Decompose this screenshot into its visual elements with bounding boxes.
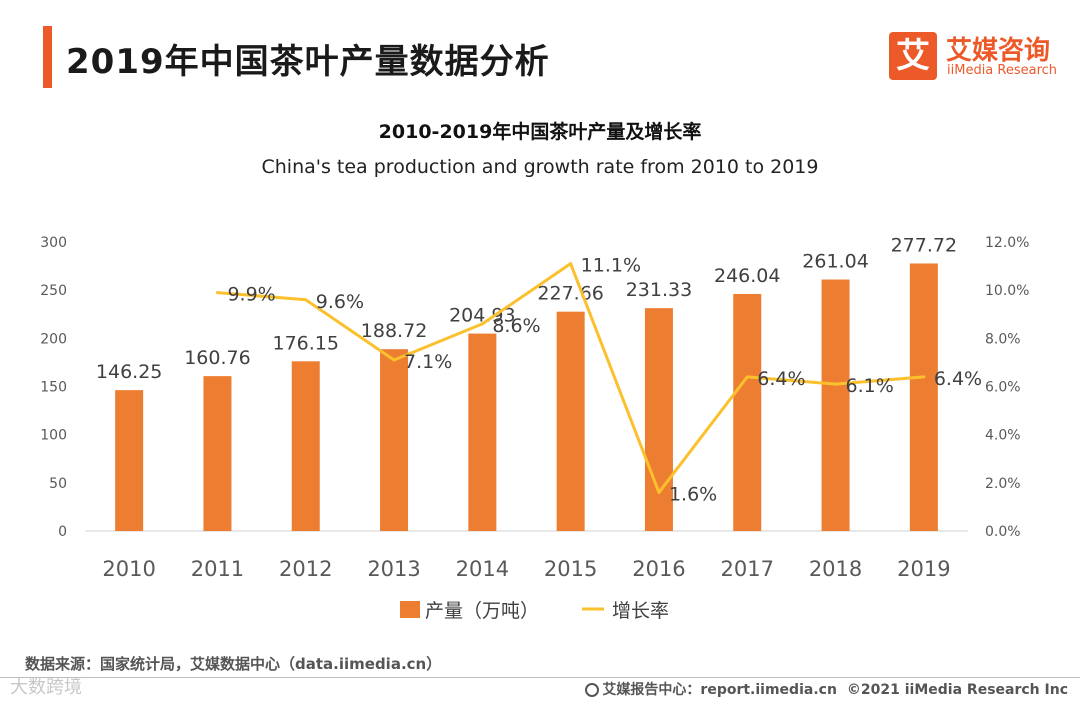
y-left-tick-label: 250 (40, 283, 67, 299)
line-point (745, 375, 749, 379)
y-right-tick-label: 8.0% (985, 331, 1021, 347)
line-data-label: 9.6% (316, 291, 364, 313)
y-left-tick-label: 100 (40, 428, 67, 444)
line-point (480, 322, 484, 326)
x-tick-label: 2010 (102, 557, 155, 581)
logo-text-en: iiMedia Research (947, 63, 1058, 78)
bar-data-label: 188.72 (361, 320, 427, 342)
x-tick-label: 2018 (809, 557, 862, 581)
data-source: 数据来源：国家统计局，艾媒数据中心（data.iimedia.cn） (25, 655, 442, 673)
line-data-label: 1.6% (669, 483, 717, 505)
bar (468, 333, 497, 531)
y-right-tick-label: 4.0% (985, 428, 1021, 444)
x-tick-label: 2015 (544, 557, 597, 581)
line-point (922, 375, 926, 379)
x-tick-label: 2011 (191, 557, 244, 581)
y-right-tick-label: 10.0% (985, 283, 1029, 299)
iimedia-logo: 艾 艾媒咨询 iiMedia Research (889, 30, 1064, 82)
line-point (392, 358, 396, 362)
x-tick-label: 2013 (367, 557, 420, 581)
y-left-tick-label: 150 (40, 380, 67, 396)
bar (115, 390, 144, 531)
watermark: 大数跨境 (10, 677, 82, 698)
y-left-tick-label: 50 (49, 476, 67, 492)
x-tick-label: 2014 (456, 557, 509, 581)
logo-mark-icon: 艾 (889, 32, 937, 80)
bar (821, 279, 850, 531)
bar (380, 349, 409, 531)
y-right-tick-label: 12.0% (985, 235, 1029, 251)
bar (203, 376, 232, 531)
logo-text-cn: 艾媒咨询 (946, 36, 1051, 66)
bar-data-label: 227.66 (537, 283, 603, 305)
bar-data-label: 176.15 (273, 332, 339, 354)
y-left-tick-label: 300 (40, 235, 67, 251)
line-data-label: 6.4% (757, 368, 805, 390)
y-right-tick-label: 0.0% (985, 524, 1021, 540)
line-data-label: 6.4% (934, 368, 982, 390)
footer: 艾媒报告中心：report.iimedia.cn ©2021 iiMedia Re… (585, 679, 1068, 699)
line-data-label: 8.6% (492, 315, 540, 337)
line-data-label: 6.1% (846, 375, 894, 397)
bar-data-label: 204.93 (449, 305, 515, 327)
bar-data-label: 146.25 (96, 361, 162, 383)
y-right-tick-label: 2.0% (985, 476, 1021, 492)
line-data-label: 7.1% (404, 351, 452, 373)
x-tick-label: 2012 (279, 557, 332, 581)
y-right-tick-label: 6.0% (985, 380, 1021, 396)
line-data-label: 9.9% (227, 284, 275, 306)
line-point (215, 291, 219, 295)
bar (291, 361, 320, 531)
x-tick-label: 2019 (897, 557, 950, 581)
x-tick-label: 2016 (632, 557, 685, 581)
footer-site: 艾媒报告中心：report.iimedia.cn (602, 682, 837, 698)
page-title: 2019年中国茶叶产量数据分析 (66, 42, 550, 82)
bar-data-label: 160.76 (184, 347, 250, 369)
line-point (657, 490, 661, 494)
footer-copyright: ©2021 iiMedia Research Inc (846, 682, 1068, 698)
y-left-tick-label: 200 (40, 331, 67, 347)
bar (733, 293, 762, 531)
line-data-label: 11.1% (581, 255, 641, 277)
legend-bar-label: 产量（万吨） (425, 600, 539, 622)
bar-data-label: 261.04 (802, 251, 868, 273)
bar-data-label: 277.72 (891, 234, 957, 256)
chart-subtitle: China's tea production and growth rate f… (261, 156, 819, 178)
footer-divider (0, 677, 1080, 678)
bar (909, 263, 938, 531)
x-tick-label: 2017 (721, 557, 774, 581)
bar-data-label: 231.33 (626, 279, 692, 301)
title-accent-bar (43, 26, 52, 88)
y-left-tick-label: 0 (58, 524, 67, 540)
chart-title: 2010-2019年中国茶叶产量及增长率 (378, 121, 702, 143)
line-point (834, 382, 838, 386)
line-point (304, 298, 308, 302)
globe-icon (585, 683, 600, 697)
legend-line-label: 增长率 (612, 600, 669, 622)
line-point (569, 262, 573, 266)
bar-data-label: 246.04 (714, 265, 780, 287)
legend-bar-swatch (400, 601, 420, 618)
bar (556, 311, 585, 531)
